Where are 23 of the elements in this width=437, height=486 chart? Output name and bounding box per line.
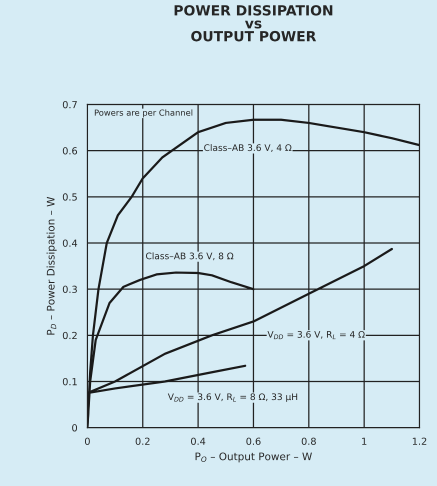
chart-title: POWER DISSIPATION vs OUTPUT POWER	[174, 5, 332, 42]
y-tick-label: 0.2	[62, 332, 77, 340]
y-tick-label: 0.5	[62, 193, 77, 201]
y-axis-title: P$_{D}$ – Power Dissipation – W	[46, 196, 57, 335]
annotation: Powers are per Channel	[94, 109, 192, 118]
y-tick-label: 0.6	[62, 147, 78, 154]
y-tick-label: 0	[72, 424, 78, 432]
x-tick-label: 0	[84, 438, 90, 445]
annotation: V$_{DD}$ = 3.6 V, R$_{L}$ = 4 Ω	[267, 330, 365, 340]
x-tick-label: 0.8	[302, 438, 316, 445]
annotation: V$_{DD}$ = 3.6 V, R$_{L}$ = 8 Ω, 33 µH	[168, 393, 298, 402]
x-tick-label: 1	[362, 438, 366, 445]
x-axis-title: P$_{O}$ – Output Power – W	[196, 452, 312, 462]
x-tick-label: 1.2	[412, 438, 426, 445]
y-tick-label: 0.1	[62, 378, 77, 386]
annotation: Class–AB 3.6 V, 8 Ω	[146, 252, 234, 260]
annotation: Class–AB 3.6 V, 4 Ω	[204, 144, 292, 152]
y-tick-label: 0.4	[62, 239, 78, 247]
y-tick-label: 0.7	[62, 100, 77, 108]
x-tick-label: 0.4	[191, 438, 206, 445]
y-tick-label: 0.3	[62, 286, 77, 293]
x-tick-label: 0.6	[246, 438, 261, 445]
x-tick-label: 0.2	[136, 438, 150, 445]
